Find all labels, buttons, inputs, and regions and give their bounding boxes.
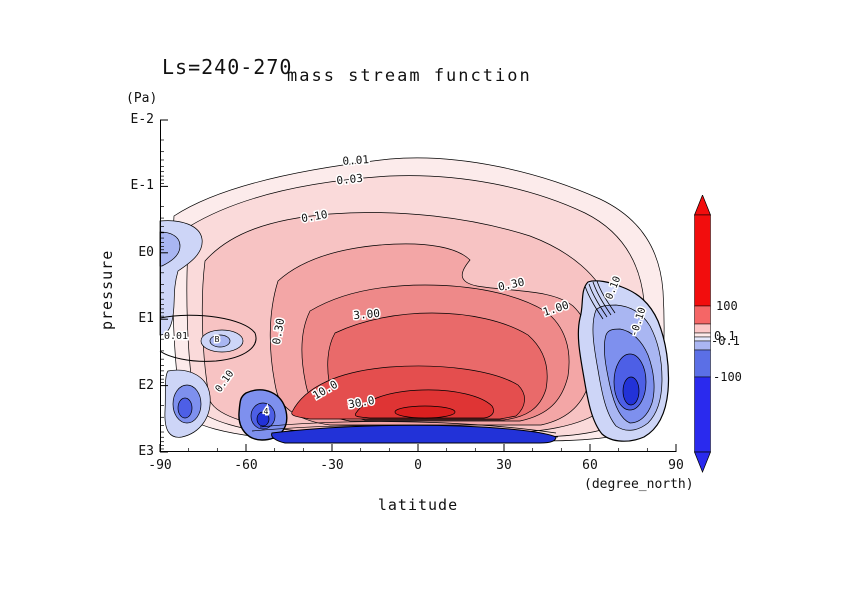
x-tick-label: -90 bbox=[148, 458, 172, 473]
colorbar-label: 0.1 bbox=[714, 329, 736, 343]
contour-label: 30.0 bbox=[347, 394, 375, 411]
colorbar-seg bbox=[694, 376, 711, 453]
y-tick-label: E-2 bbox=[130, 112, 154, 127]
blue-pocket-west-E1-core bbox=[209, 334, 231, 348]
y-tick-label: E3 bbox=[138, 444, 154, 459]
contour-label: 0.01 bbox=[164, 331, 188, 342]
colorbar-arrow-bottom bbox=[694, 451, 711, 473]
cliff-line bbox=[592, 281, 612, 316]
cliff-line bbox=[584, 285, 604, 320]
contour-label: 4 bbox=[264, 407, 269, 416]
contour-label: B bbox=[215, 335, 220, 344]
colorbar-seg bbox=[694, 336, 711, 342]
colorbar-seg bbox=[694, 305, 711, 325]
y-axis-label: pressure bbox=[98, 249, 116, 330]
x-tick-label: -30 bbox=[320, 458, 344, 473]
cliff-line bbox=[596, 280, 616, 314]
colorbar-seg bbox=[694, 214, 711, 307]
colorbar-seg bbox=[694, 332, 711, 338]
y-tick-label: E0 bbox=[138, 244, 154, 260]
x-axis-unit: (degree_north) bbox=[584, 477, 694, 492]
blue-bottom-band bbox=[271, 424, 557, 444]
x-axis-label: latitude bbox=[377, 496, 459, 514]
y-axis-unit: (Pa) bbox=[126, 91, 158, 106]
y-tick-label: E2 bbox=[138, 377, 154, 393]
colorbar-seg bbox=[694, 323, 711, 334]
axis-ticks bbox=[159, 119, 677, 453]
y-tick-label: E1 bbox=[138, 311, 154, 327]
colorbar-arrow-top bbox=[694, 195, 711, 216]
blue-cell-north-core2 bbox=[622, 376, 640, 406]
contour-line-left-loop bbox=[159, 314, 257, 362]
x-tick-label: 90 bbox=[668, 458, 684, 473]
colorbar-label: -100 bbox=[713, 370, 742, 384]
contour-label: 0.10 bbox=[300, 208, 328, 225]
blue-left-strip-core bbox=[159, 231, 181, 267]
blue-pocket-sw2-core bbox=[256, 411, 270, 427]
y-tick-label: E-1 bbox=[130, 178, 154, 194]
colorbar bbox=[694, 195, 711, 473]
colorbar-label: -0.1 bbox=[711, 334, 740, 348]
colorbar-label: 100 bbox=[716, 299, 738, 313]
plot-area: 0.010.030.100.303.00 1.0010.030.00.300.01… bbox=[159, 119, 677, 453]
contour-label: 0.01 bbox=[342, 153, 369, 168]
colorbar-seg bbox=[694, 340, 711, 351]
y-tick-labels: E-2 E-1 E0 E1 E2 E3 bbox=[116, 112, 154, 465]
x-tick-label: 30 bbox=[496, 458, 512, 473]
ls-annotation: Ls=240-270 bbox=[162, 55, 293, 79]
colorbar-seg bbox=[694, 349, 711, 378]
contour-label: 0.03 bbox=[336, 172, 364, 188]
x-tick-label: -60 bbox=[234, 458, 258, 473]
bottom-band-line bbox=[259, 421, 557, 434]
x-tick-label: 60 bbox=[582, 458, 598, 473]
contour-fill-30.0 bbox=[354, 389, 494, 419]
contour-label: 3.00 bbox=[353, 307, 381, 322]
x-tick-labels: -90 -60 -30 0 30 60 90 bbox=[148, 458, 684, 476]
blue-pocket-sw-core bbox=[177, 397, 193, 419]
contour-label: 0.30 bbox=[270, 317, 287, 345]
x-tick-label: 0 bbox=[414, 458, 422, 473]
chart-title: mass stream function bbox=[287, 66, 532, 86]
contour-fill-max bbox=[394, 405, 456, 419]
cliff-line bbox=[588, 283, 608, 318]
